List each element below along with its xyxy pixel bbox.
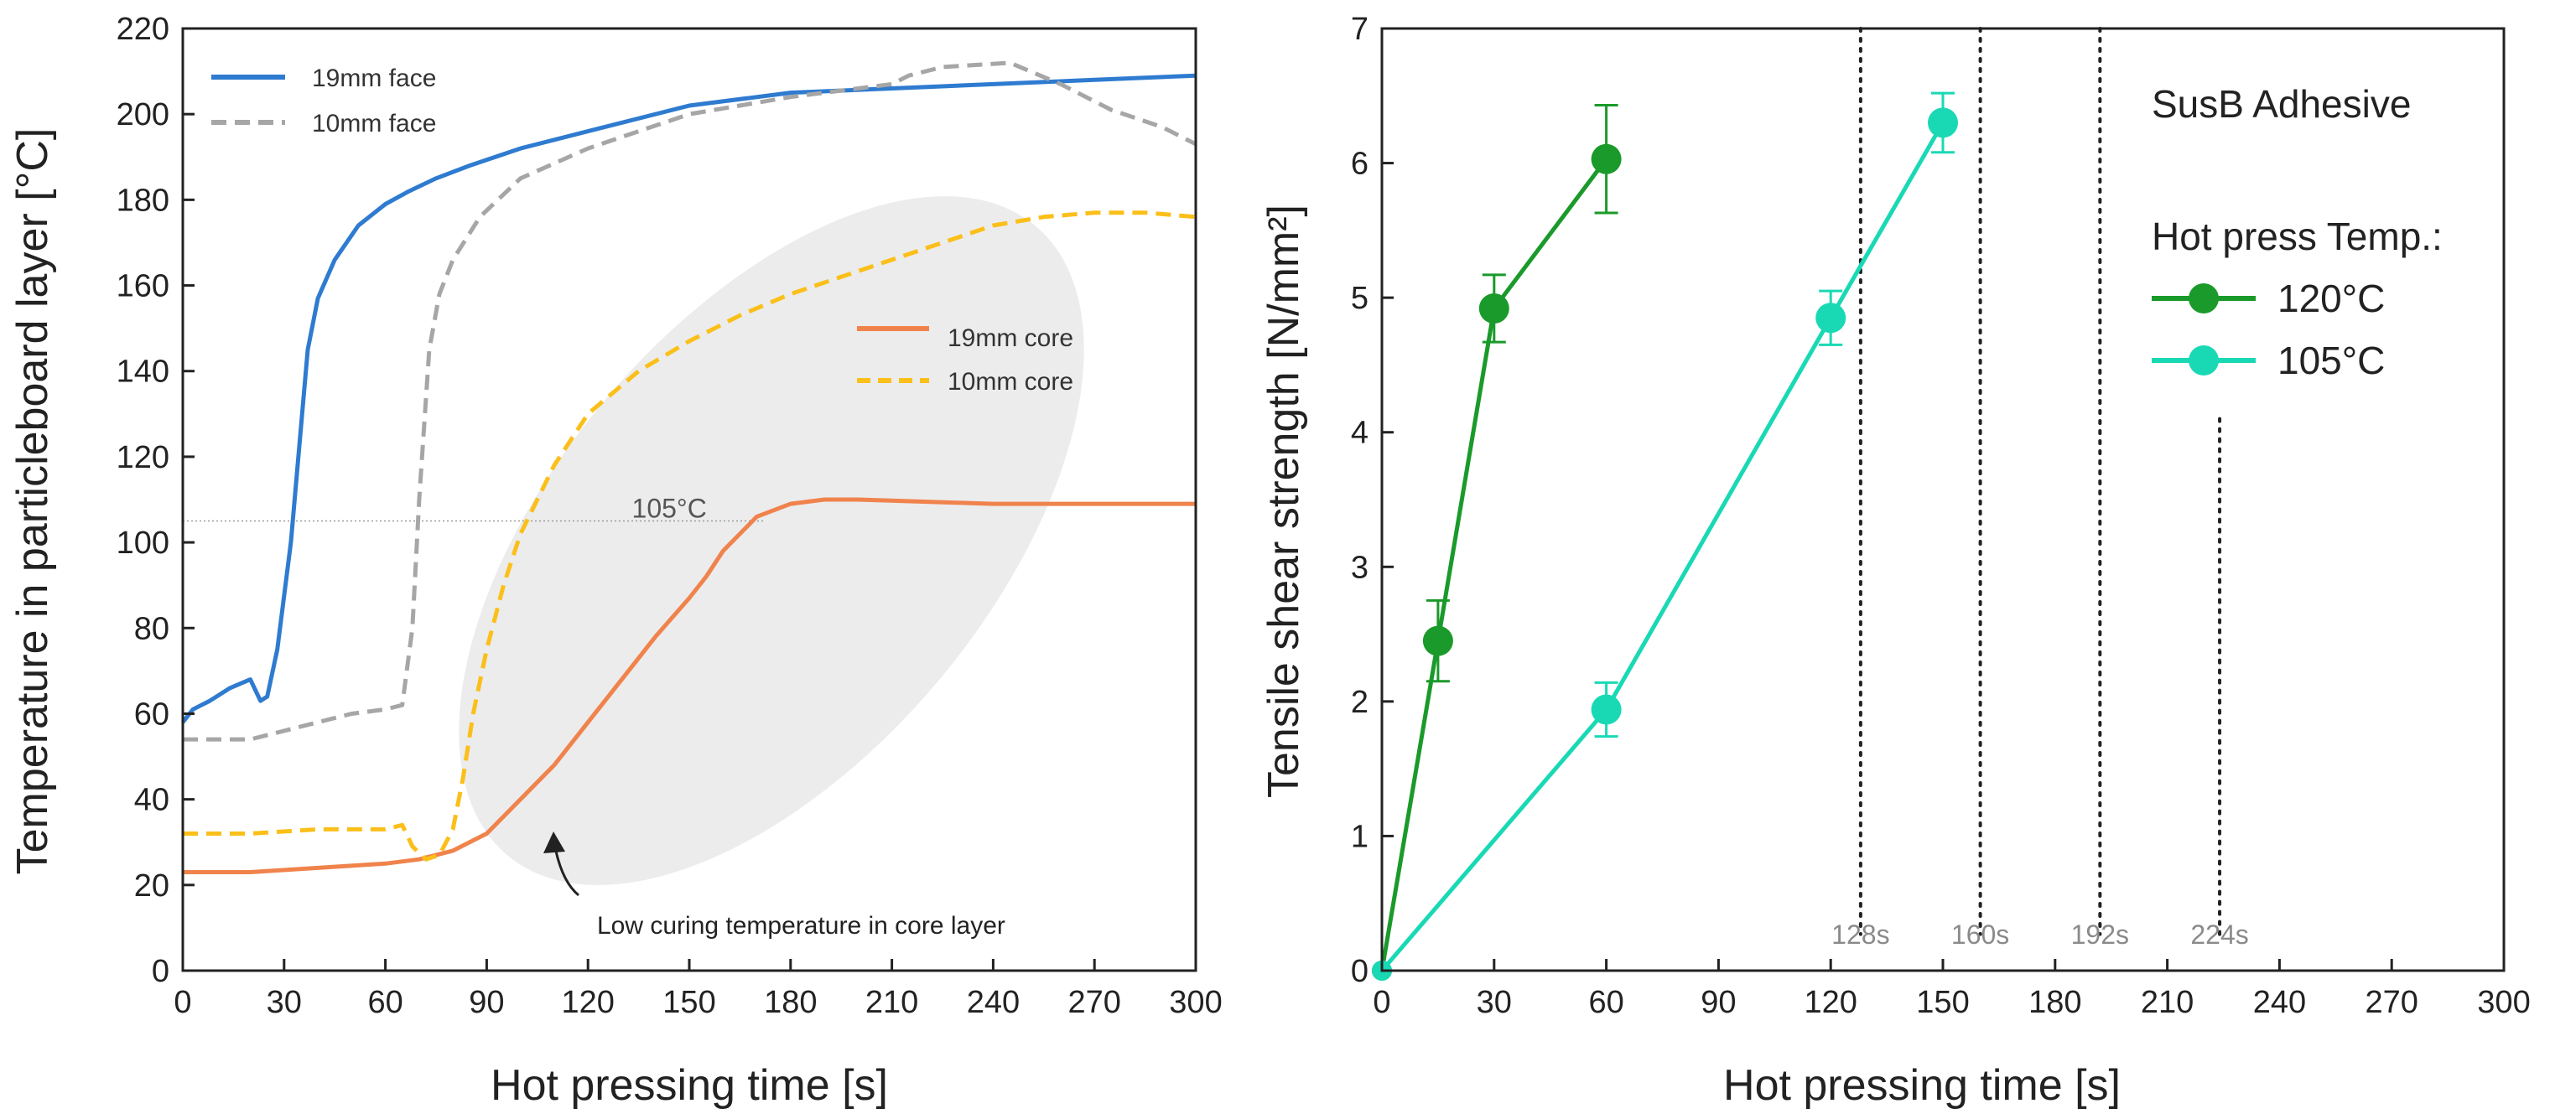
temperature-chart: 105°C 0 30 60 90 120 150 180 210 240 270 300 0 20 40… <box>8 12 1223 1110</box>
series-line-120-c <box>1379 158 1608 971</box>
shear-strength-chart: 128s 160s 192s 224s 0 30 60 90 120 150 180 210 240 2… <box>1259 12 2531 1110</box>
c2-y-tick-label: 4 <box>1351 416 1368 451</box>
legend-label-19mm-core: 19mm core <box>948 324 1073 352</box>
c1-y-tick-label: 20 <box>134 868 169 904</box>
c2-y-tick-label: 2 <box>1351 685 1368 720</box>
legend-label-10mm-core: 10mm core <box>948 368 1073 396</box>
temperature-series-lines <box>181 60 1197 874</box>
c2-y-tick-label: 6 <box>1351 147 1368 182</box>
data-point-105-c <box>1815 303 1846 334</box>
reference-105-label: 105°C <box>632 494 707 524</box>
low-curing-highlight-area <box>459 196 1084 885</box>
legend-label-10mm-face: 10mm face <box>312 110 436 137</box>
c1-x-tick-label: 270 <box>1067 985 1120 1020</box>
c1-y-tick-label: 220 <box>117 12 169 47</box>
c1-x-tick-label: 180 <box>764 985 817 1020</box>
legend-entry-120: 120°C <box>2152 277 2385 320</box>
annotation-low-curing-text: Low curing temperature in core layer <box>597 912 1005 940</box>
shear-strength-series <box>1372 91 1958 981</box>
c1-x-tick-label: 0 <box>174 985 191 1020</box>
data-point-120-c <box>1422 625 1453 656</box>
temperature-x-axis-title: Hot pressing time [s] <box>491 1061 888 1110</box>
c1-x-tick-label: 210 <box>865 985 918 1020</box>
vline-label-128s: 128s <box>1831 920 1889 950</box>
c1-y-tick-label: 0 <box>152 954 169 989</box>
c1-x-tick-label: 240 <box>967 985 1020 1020</box>
temperature-y-axis-title: Temperature in particleboard layer [°C] <box>8 128 57 875</box>
annotation-arrow-head <box>543 831 565 853</box>
data-point-105-c <box>1928 107 1958 138</box>
c1-x-tick-label: 90 <box>469 985 504 1020</box>
c1-y-tick-label: 180 <box>117 183 169 218</box>
c1-x-tick-label: 300 <box>1169 985 1222 1020</box>
shear-strength-plot-frame <box>1380 27 2506 972</box>
c1-y-tick-label: 200 <box>117 97 169 132</box>
c1-y-tick-label: 100 <box>117 526 169 561</box>
c2-y-tick-label: 5 <box>1351 281 1368 316</box>
c2-y-tick-label: 0 <box>1351 954 1368 989</box>
c2-y-tick-label: 7 <box>1351 12 1368 47</box>
c1-x-tick-label: 120 <box>561 985 614 1020</box>
c2-x-tick-label: 180 <box>2028 985 2081 1020</box>
data-point-105-c <box>1591 694 1622 725</box>
c2-x-tick-label: 30 <box>1477 985 1512 1020</box>
legend-label-120: 120°C <box>2277 277 2385 320</box>
chart-title-susb-adhesive: SusB Adhesive <box>2152 82 2411 126</box>
vline-label-160s: 160s <box>1951 920 2009 950</box>
temperature-y-ticks: 0 20 40 60 80 100 120 140 160 180 200 220 <box>117 12 195 989</box>
vline-label-192s: 192s <box>2071 920 2129 950</box>
legend-entry-105: 105°C <box>2152 339 2385 382</box>
c2-x-tick-label: 240 <box>2253 985 2306 1020</box>
c2-y-tick-label: 3 <box>1351 550 1368 585</box>
c1-y-tick-label: 80 <box>134 611 169 646</box>
legend-marker-120 <box>2189 283 2219 313</box>
c1-y-tick-label: 120 <box>117 440 169 475</box>
shear-strength-x-axis-title: Hot pressing time [s] <box>1723 1061 2121 1110</box>
data-point-120-c <box>1591 143 1622 174</box>
c2-x-tick-label: 270 <box>2365 985 2418 1020</box>
series-line-10mm-core <box>183 210 1197 862</box>
c1-x-tick-label: 150 <box>662 985 715 1020</box>
series-line-19mm-face <box>181 73 1197 724</box>
data-point-120-c <box>1478 293 1509 324</box>
c2-x-tick-label: 0 <box>1373 985 1390 1020</box>
series-line-19mm-core <box>183 497 1196 874</box>
legend-title-hot-press-temp: Hot press Temp.: <box>2152 215 2443 258</box>
c1-x-tick-label: 30 <box>267 985 302 1020</box>
shear-strength-y-axis-title: Tensile shear strength [N/mm²] <box>1259 205 1308 798</box>
legend-marker-105 <box>2189 345 2219 376</box>
c2-y-tick-label: 1 <box>1351 819 1368 854</box>
time-reference-lines: 128s 160s 192s 224s <box>1831 27 2249 950</box>
legend-label-105: 105°C <box>2277 339 2385 382</box>
c1-x-tick-label: 60 <box>367 985 402 1020</box>
face-legend: 19mm face 10mm face <box>211 65 436 137</box>
temperature-x-ticks: 0 30 60 90 120 150 180 210 240 270 300 <box>174 959 1223 1020</box>
shear-strength-y-ticks: 0 1 2 3 4 5 6 7 <box>1351 12 1394 989</box>
core-legend: 19mm core 10mm core <box>857 324 1073 396</box>
c1-y-tick-label: 160 <box>117 269 169 304</box>
c2-x-tick-label: 60 <box>1588 985 1623 1020</box>
c2-x-tick-label: 300 <box>2477 985 2530 1020</box>
series-line-10mm-face <box>183 60 1197 742</box>
legend-label-19mm-face: 19mm face <box>312 65 436 92</box>
series-line-105-c <box>1380 122 1945 972</box>
c2-x-tick-label: 210 <box>2141 985 2194 1020</box>
vline-label-224s: 224s <box>2190 920 2248 950</box>
c2-x-tick-label: 150 <box>1916 985 1969 1020</box>
shear-strength-x-ticks: 0 30 60 90 120 150 180 210 240 270 300 <box>1373 959 2531 1020</box>
c1-y-tick-label: 140 <box>117 355 169 390</box>
c1-y-tick-label: 60 <box>134 697 169 732</box>
c2-x-tick-label: 120 <box>1804 985 1857 1020</box>
c1-y-tick-label: 40 <box>134 783 169 818</box>
c2-x-tick-label: 90 <box>1701 985 1736 1020</box>
